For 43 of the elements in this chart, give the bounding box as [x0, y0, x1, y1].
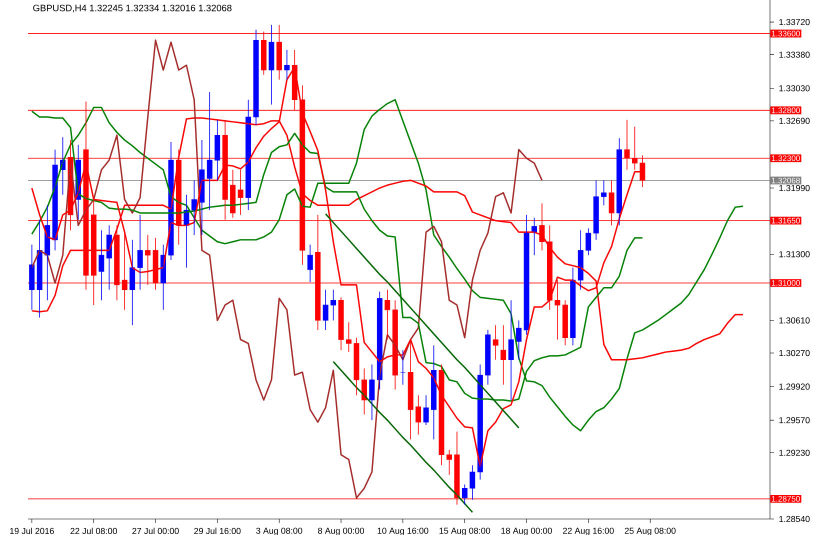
y-tick-label: 1.29920 [779, 384, 810, 390]
y-tick-label: 1.30610 [779, 317, 810, 324]
y-tick-label: 1.32690 [779, 118, 810, 124]
ref-line-label: 1.32800 [772, 107, 800, 114]
y-tick-label: 1.29570 [779, 417, 810, 424]
ref-line-label: 1.31650 [772, 218, 800, 224]
line-series [332, 360, 474, 514]
candlestick [500, 324, 506, 386]
candlestick [562, 300, 568, 346]
y-tick-label: 1.30270 [779, 350, 810, 356]
chart-title: GBPUSD,H4 1.32245 1.32334 1.32016 1.32068 [33, 4, 232, 12]
ref-line-label: 1.28750 [772, 496, 800, 502]
candlestick [268, 24, 274, 105]
candlestick [354, 337, 360, 396]
y-tick-label: 1.33030 [779, 85, 810, 92]
ref-line-label: 1.33600 [772, 30, 800, 36]
candlestick [446, 450, 452, 476]
y-tick-label: 1.33380 [779, 52, 810, 58]
ref-line-label: 1.31000 [772, 280, 800, 286]
x-tick-label: 27 Jul 00:00 [132, 528, 179, 534]
candlestick [616, 138, 622, 226]
x-tick-label: 19 Jul 2016 [10, 528, 54, 534]
y-tick-label: 1.33720 [779, 19, 810, 26]
ref-line-label: 1.32068 [772, 178, 800, 184]
y-tick-label: 1.29230 [779, 450, 810, 456]
candlestick [524, 214, 530, 336]
candlestick [416, 394, 422, 435]
candlestick [400, 350, 406, 386]
candlestick [462, 484, 468, 505]
candlestick [253, 29, 259, 126]
candlestick [338, 296, 344, 351]
candlestick [330, 289, 336, 321]
y-tick-label: 1.31300 [779, 251, 810, 258]
line-series [324, 213, 520, 429]
candlestick [601, 180, 607, 206]
candlestick [346, 322, 352, 352]
candlestick [369, 364, 375, 421]
x-tick-label: 22 Jul 08:00 [70, 528, 117, 534]
y-tick-label: 1.28540 [779, 516, 810, 522]
candlestick [516, 320, 522, 360]
x-tick-label: 29 Jul 16:00 [194, 528, 241, 534]
y-tick-label: 1.31990 [779, 184, 810, 192]
ref-line-label: 1.32300 [772, 155, 800, 162]
